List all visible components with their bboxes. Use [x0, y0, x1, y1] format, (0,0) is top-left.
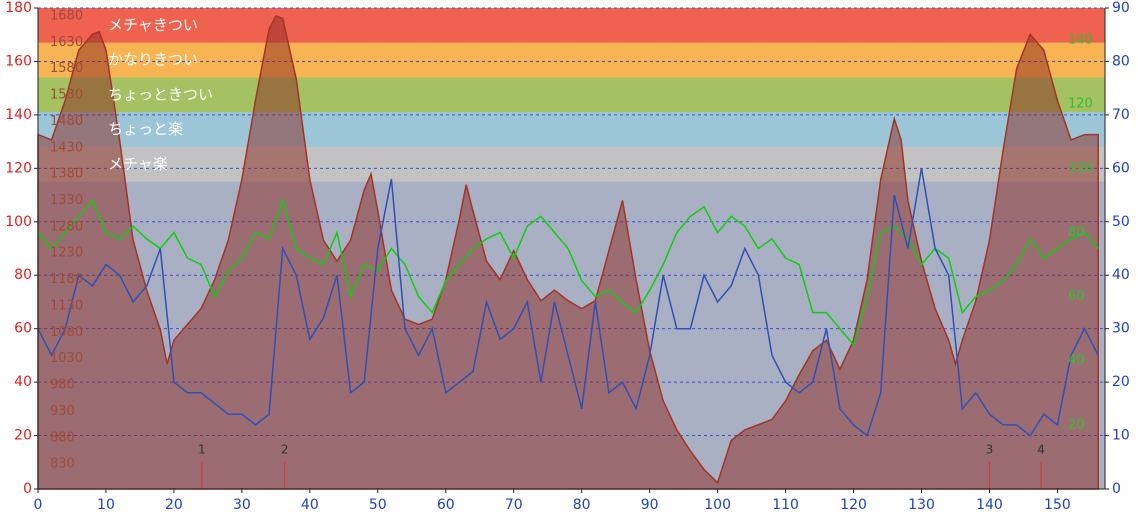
series-line	[37, 168, 1099, 437]
y-tick-label: 40	[14, 374, 32, 390]
x-tick-label: 120	[840, 497, 867, 513]
x-tick-label: 80	[573, 497, 591, 513]
x-tick-label: 50	[369, 497, 387, 513]
y-tick-label: 100	[5, 214, 32, 230]
x-tick-label: 150	[1044, 497, 1071, 513]
cadence-tick-label: 120	[1068, 97, 1093, 112]
elevation-tick-label: 1030	[50, 351, 83, 366]
x-tick-label: 20	[165, 497, 183, 513]
cadence-tick-label: 20	[1068, 417, 1085, 432]
x-tick-label: 100	[704, 497, 731, 513]
elevation-tick-label: 1580	[50, 61, 83, 76]
elevation-tick-label: 1280	[50, 219, 83, 234]
elevation-tick-label: 1330	[50, 193, 83, 208]
y-tick-label: 80	[14, 267, 32, 283]
y2-tick-label: 90	[1112, 0, 1130, 16]
y-tick-label: 60	[14, 321, 32, 337]
cadence-tick-label: 40	[1068, 353, 1085, 368]
marker-label: 3	[986, 443, 994, 457]
marker-label: 2	[281, 443, 289, 457]
y-tick-label: 0	[23, 481, 32, 497]
cadence-tick-label: 60	[1068, 289, 1085, 304]
x-tick-label: 140	[976, 497, 1003, 513]
y-tick-label: 160	[5, 53, 32, 69]
zone-band	[38, 146, 1105, 182]
elevation-tick-label: 980	[50, 378, 75, 393]
x-tick-label: 30	[233, 497, 251, 513]
x-tick-label: 10	[97, 497, 115, 513]
zone-band	[38, 112, 1105, 147]
y2-tick-label: 40	[1112, 267, 1130, 283]
cadence-tick-label: 140	[1068, 33, 1093, 48]
y2-tick-label: 20	[1112, 374, 1130, 390]
zone-label: かなりきつい	[108, 51, 198, 69]
elevation-tick-label: 1380	[50, 167, 83, 182]
zone-label: メチャきつい	[108, 16, 198, 34]
zone-band	[38, 77, 1105, 113]
elevation-tick-label: 930	[50, 404, 75, 419]
y2-tick-label: 70	[1112, 107, 1130, 123]
elevation-tick-label: 1530	[50, 88, 83, 103]
zone-label: ちょっと楽	[108, 120, 183, 138]
elevation-tick-label: 880	[50, 430, 75, 445]
y-tick-label: 20	[14, 428, 32, 444]
y2-tick-label: 0	[1112, 481, 1121, 497]
zone-label: ちょっときつい	[108, 85, 213, 103]
x-tick-label: 0	[34, 497, 43, 513]
y2-tick-label: 80	[1112, 53, 1130, 69]
elevation-tick-label: 1480	[50, 114, 83, 129]
x-tick-label: 40	[301, 497, 319, 513]
x-tick-label: 70	[505, 497, 523, 513]
marker-label: 4	[1037, 443, 1045, 457]
x-tick-label: 110	[772, 497, 799, 513]
elevation-tick-label: 1180	[50, 272, 83, 287]
series-line	[37, 197, 1099, 347]
y-tick-label: 120	[5, 160, 32, 176]
y-tick-label: 140	[5, 107, 32, 123]
y2-tick-label: 60	[1112, 160, 1130, 176]
y-tick-label: 180	[5, 0, 32, 16]
zone-band	[38, 8, 1105, 43]
zone-label: メチャ楽	[108, 155, 168, 173]
zone-band	[38, 42, 1105, 78]
marker-label: 1	[198, 443, 206, 457]
x-tick-label: 130	[908, 497, 935, 513]
cadence-tick-label: 80	[1068, 225, 1085, 240]
elevation-tick-label: 830	[50, 457, 75, 472]
elevation-tick-label: 1430	[50, 140, 83, 155]
elevation-tick-label: 1080	[50, 325, 83, 340]
elevation-tick-label: 1630	[50, 35, 83, 50]
y2-tick-label: 10	[1112, 428, 1130, 444]
x-tick-label: 90	[641, 497, 659, 513]
elevation-tick-label: 1680	[50, 8, 83, 23]
x-tick-label: 60	[437, 497, 455, 513]
y2-tick-label: 50	[1112, 214, 1130, 230]
y2-tick-label: 30	[1112, 321, 1130, 337]
elevation-tick-label: 1230	[50, 246, 83, 261]
elevation-tick-label: 1130	[50, 298, 83, 313]
cadence-tick-label: 100	[1068, 161, 1093, 176]
